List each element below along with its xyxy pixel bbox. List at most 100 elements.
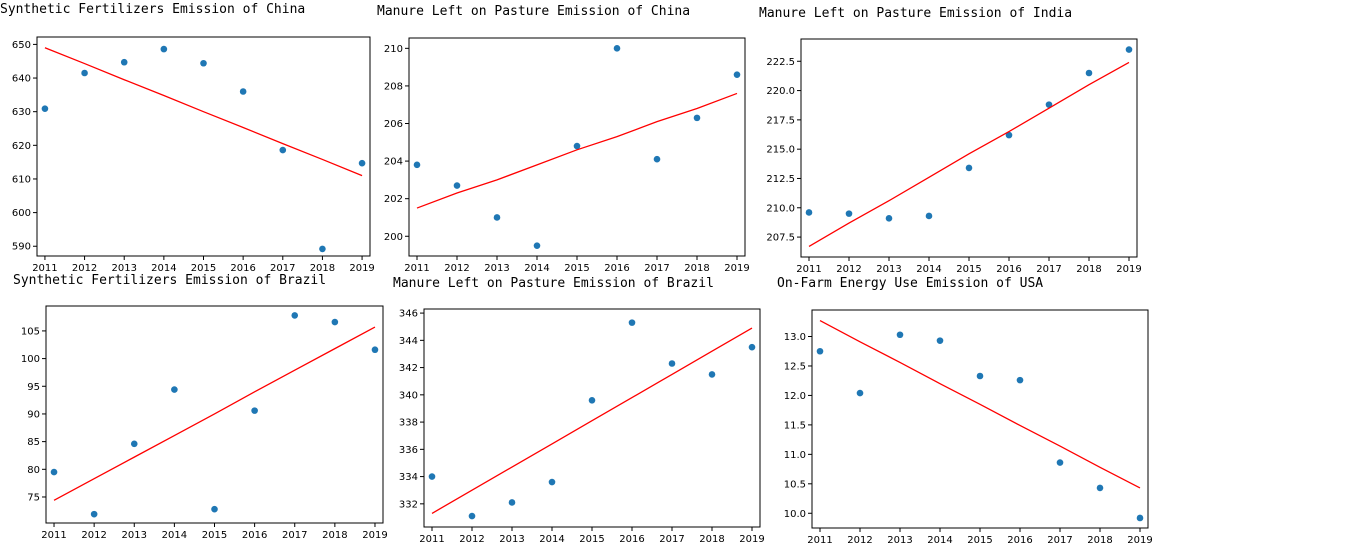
y-tick-label: 75 bbox=[27, 492, 40, 503]
x-tick-label: 2017 bbox=[644, 263, 669, 274]
x-tick-label: 2014 bbox=[524, 263, 549, 274]
x-tick-label: 2018 bbox=[1076, 264, 1101, 275]
data-point bbox=[160, 45, 168, 53]
y-tick-label: 340 bbox=[399, 390, 418, 401]
x-tick-label: 2012 bbox=[459, 534, 484, 545]
chart-china-synthetic-fertilizers: Synthetic Fertilizers Emission of China 2… bbox=[0, 2, 375, 274]
x-tick-label: 2011 bbox=[32, 263, 57, 274]
x-tick-label: 2017 bbox=[1036, 264, 1061, 275]
data-point bbox=[331, 318, 339, 326]
y-tick-label: 100 bbox=[21, 354, 40, 365]
data-point bbox=[856, 389, 864, 397]
y-tick-label: 590 bbox=[12, 242, 31, 253]
y-tick-label: 10.5 bbox=[784, 479, 806, 490]
trend-line bbox=[44, 47, 363, 177]
x-tick-label: 2018 bbox=[1087, 535, 1112, 546]
data-point bbox=[925, 212, 933, 220]
x-tick-label: 2016 bbox=[1007, 535, 1032, 546]
data-point bbox=[976, 372, 984, 380]
y-tick-label: 640 bbox=[12, 74, 31, 85]
y-tick-label: 13.0 bbox=[784, 332, 806, 343]
x-tick-label: 2019 bbox=[739, 534, 764, 545]
x-tick-label: 2012 bbox=[444, 263, 469, 274]
y-tick-label: 208 bbox=[384, 81, 403, 92]
x-tick-label: 2019 bbox=[1127, 535, 1152, 546]
y-tick-label: 650 bbox=[12, 40, 31, 51]
y-tick-label: 344 bbox=[399, 336, 418, 347]
y-tick-label: 11.5 bbox=[784, 420, 806, 431]
data-point bbox=[588, 396, 596, 404]
y-tick-label: 200 bbox=[384, 232, 403, 243]
x-tick-label: 2018 bbox=[699, 534, 724, 545]
y-tick-label: 10.0 bbox=[784, 509, 806, 520]
data-point bbox=[371, 346, 379, 354]
data-point bbox=[120, 58, 128, 66]
x-tick-label: 2013 bbox=[484, 263, 509, 274]
chart-title: Synthetic Fertilizers Emission of China bbox=[0, 2, 305, 17]
data-point bbox=[548, 478, 556, 486]
plot-frame bbox=[36, 36, 371, 257]
data-point bbox=[428, 473, 436, 480]
data-point bbox=[845, 210, 853, 217]
y-tick-label: 207.5 bbox=[766, 233, 795, 244]
y-tick-label: 222.5 bbox=[766, 57, 795, 68]
data-point bbox=[279, 146, 287, 154]
x-tick-label: 2015 bbox=[956, 264, 981, 275]
x-tick-label: 2011 bbox=[796, 264, 821, 275]
data-point bbox=[748, 343, 756, 351]
data-point bbox=[1045, 101, 1053, 108]
data-point bbox=[885, 215, 893, 222]
data-point bbox=[90, 510, 98, 518]
x-tick-label: 2017 bbox=[1047, 535, 1072, 546]
data-point bbox=[239, 88, 247, 95]
y-tick-label: 90 bbox=[27, 409, 40, 420]
data-point bbox=[1016, 376, 1024, 384]
x-tick-label: 2012 bbox=[72, 263, 97, 274]
y-tick-label: 206 bbox=[384, 119, 403, 130]
y-tick-label: 95 bbox=[27, 382, 40, 393]
x-tick-label: 2016 bbox=[242, 530, 267, 541]
chart-title: On-Farm Energy Use Emission of USA bbox=[777, 276, 1043, 291]
data-point bbox=[805, 209, 813, 216]
data-point bbox=[468, 512, 476, 520]
chart-title: Manure Left on Pasture Emission of China bbox=[377, 4, 690, 19]
trend-line bbox=[53, 326, 376, 501]
x-tick-label: 2013 bbox=[887, 535, 912, 546]
y-tick-label: 85 bbox=[27, 437, 40, 448]
x-tick-label: 2016 bbox=[619, 534, 644, 545]
plot-frame bbox=[423, 308, 761, 528]
x-tick-label: 2014 bbox=[151, 263, 176, 274]
data-point bbox=[291, 312, 299, 319]
chart-brazil-manure-pasture: Manure Left on Pasture Emission of Brazi… bbox=[393, 276, 765, 545]
data-point bbox=[693, 114, 701, 122]
data-point bbox=[493, 214, 501, 221]
x-tick-label: 2014 bbox=[927, 535, 952, 546]
y-tick-label: 346 bbox=[399, 309, 418, 320]
trend-line bbox=[431, 327, 753, 514]
chart-brazil-synthetic-fertilizers: Synthetic Fertilizers Emission of Brazil… bbox=[13, 273, 388, 541]
data-point bbox=[733, 71, 741, 78]
y-tick-label: 80 bbox=[27, 465, 40, 476]
y-tick-label: 210 bbox=[384, 44, 403, 55]
trend-line bbox=[416, 92, 738, 209]
x-tick-label: 2012 bbox=[847, 535, 872, 546]
data-point bbox=[508, 499, 516, 506]
x-tick-label: 2015 bbox=[579, 534, 604, 545]
y-tick-label: 630 bbox=[12, 107, 31, 118]
chart-usa-on-farm-energy: On-Farm Energy Use Emission of USA 2011 20… bbox=[777, 276, 1153, 546]
x-tick-label: 2019 bbox=[349, 263, 374, 274]
y-tick-label: 338 bbox=[399, 418, 418, 429]
trend-line bbox=[819, 320, 1141, 489]
y-tick-label: 336 bbox=[399, 445, 418, 456]
data-point bbox=[413, 161, 421, 169]
x-tick-label: 2016 bbox=[230, 263, 255, 274]
x-tick-label: 2013 bbox=[122, 530, 147, 541]
data-point bbox=[171, 386, 178, 393]
data-point bbox=[251, 407, 258, 414]
chart-title: Synthetic Fertilizers Emission of Brazil bbox=[13, 273, 326, 288]
y-tick-label: 334 bbox=[399, 472, 418, 483]
y-tick-label: 332 bbox=[399, 499, 418, 510]
y-tick-label: 204 bbox=[384, 157, 403, 168]
x-tick-label: 2013 bbox=[111, 263, 136, 274]
